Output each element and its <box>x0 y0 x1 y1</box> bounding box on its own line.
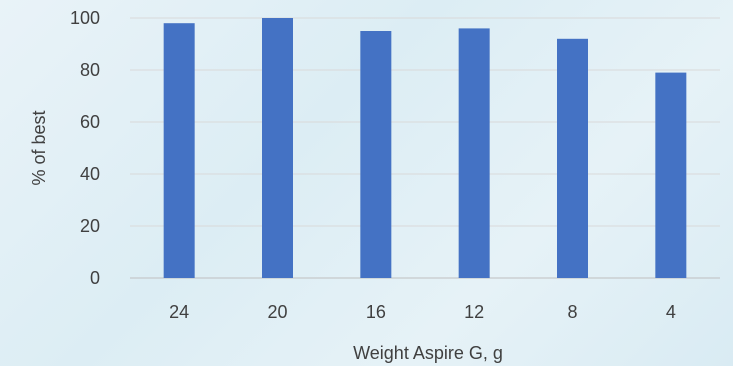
y-tick-label: 100 <box>70 8 100 28</box>
bar-24 <box>163 23 195 279</box>
y-tick-labels: 0 20 40 60 80 100 <box>70 8 100 288</box>
y-tick-label: 60 <box>80 112 100 132</box>
bar-4 <box>655 72 687 278</box>
x-tick-label: 12 <box>464 302 484 322</box>
bar-12 <box>458 28 490 279</box>
bar-16 <box>360 31 392 278</box>
x-tick-label: 8 <box>567 302 577 322</box>
y-tick-label: 0 <box>90 268 100 288</box>
x-tick-label: 16 <box>366 302 386 322</box>
x-axis-title: Weight Aspire G, g <box>353 343 503 363</box>
x-tick-label: 20 <box>267 302 287 322</box>
y-tick-label: 40 <box>80 164 100 184</box>
y-axis-title: % of best <box>29 110 49 185</box>
gridlines <box>130 17 720 279</box>
bars <box>163 18 687 279</box>
x-tick-label: 4 <box>666 302 676 322</box>
x-tick-labels: 24 20 16 12 8 4 <box>169 302 676 322</box>
bar-8 <box>557 38 588 278</box>
y-tick-label: 80 <box>80 60 100 80</box>
x-tick-label: 24 <box>169 302 189 322</box>
bar-20 <box>262 18 293 278</box>
y-tick-label: 20 <box>80 216 100 236</box>
